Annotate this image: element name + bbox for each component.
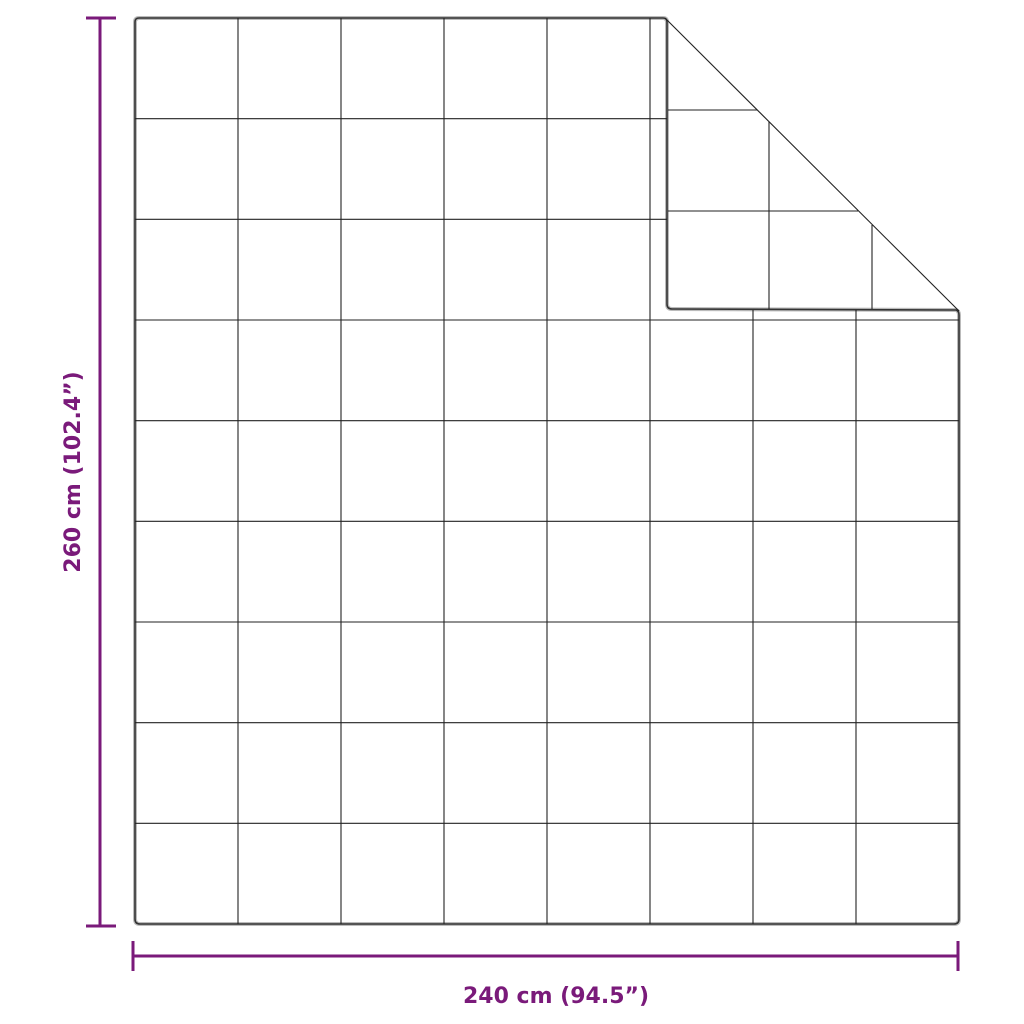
- width-label: 240 cm (94.5”): [463, 984, 649, 1009]
- height-label: 260 cm (102.4”): [61, 371, 86, 572]
- quilt-stitch-grid: [135, 18, 959, 924]
- dimension-lines: 260 cm (102.4”) 240 cm (94.5”): [61, 16, 960, 1009]
- folded-corner: [664, 17, 960, 312]
- blanket-outline: [133, 16, 961, 926]
